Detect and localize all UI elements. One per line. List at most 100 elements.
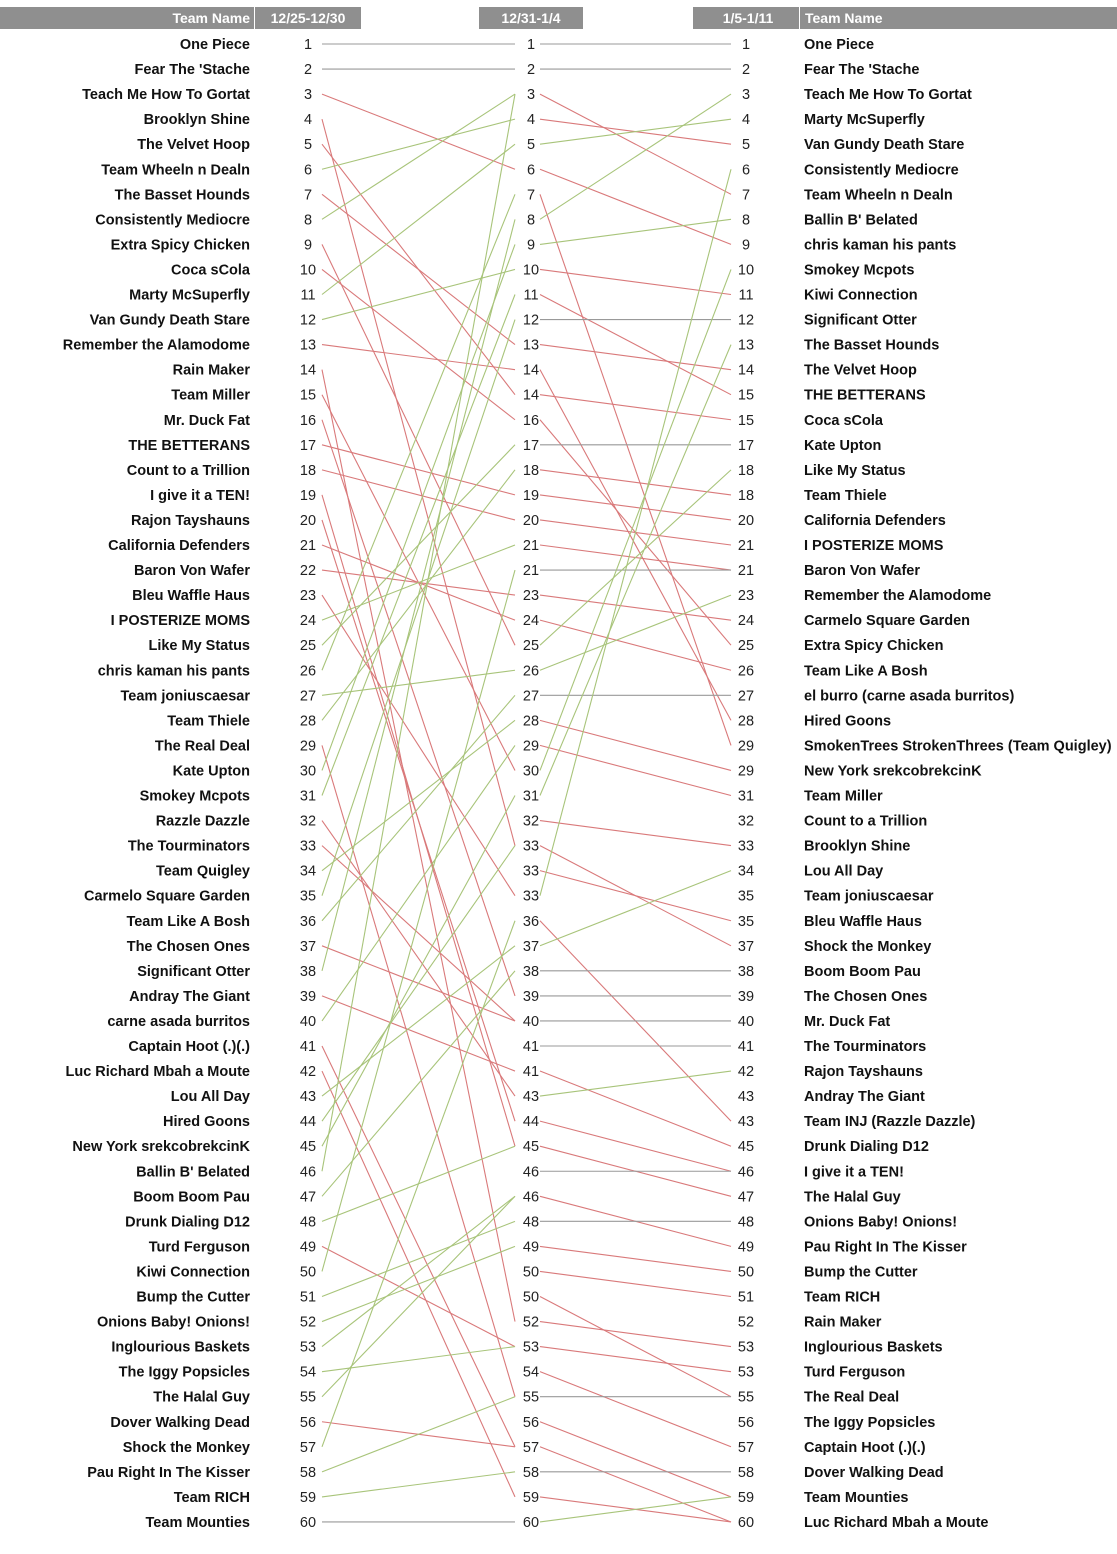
rank-label-col3: 60: [738, 1515, 754, 1531]
rank-label-col3: 43: [738, 1114, 754, 1130]
right-team-name: Shock the Monkey: [804, 939, 931, 955]
right-team-name: Luc Richard Mbah a Moute: [804, 1515, 989, 1531]
rank-label-col2: 14: [523, 363, 539, 379]
right-team-name: Coca sCola: [804, 413, 884, 429]
rank-label-col3: 6: [742, 162, 750, 178]
rank-label-col1: 48: [300, 1214, 316, 1230]
connector-line-2: [539, 344, 732, 371]
left-team-name: Captain Hoot (.)(.): [128, 1039, 250, 1055]
rank-label-col1: 41: [300, 1039, 316, 1055]
rank-label-col2: 4: [527, 112, 535, 128]
right-team-name: Team Like A Bosh: [804, 663, 928, 679]
rank-label-col3: 8: [742, 212, 750, 228]
right-team-name: Pau Right In The Kisser: [804, 1239, 967, 1255]
right-team-name: Turd Ferguson: [804, 1365, 905, 1381]
right-team-name: Inglourious Baskets: [804, 1340, 943, 1356]
right-team-name: Consistently Mediocre: [804, 162, 959, 178]
rank-label-col1: 50: [300, 1264, 316, 1280]
left-team-name: Turd Ferguson: [149, 1239, 250, 1255]
right-team-name: Lou All Day: [804, 864, 883, 880]
right-team-name: I POSTERIZE MOMS: [804, 538, 944, 554]
rank-label-col2: 59: [523, 1490, 539, 1506]
rank-label-col3: 48: [738, 1214, 754, 1230]
connector-line-1: [321, 1195, 516, 1398]
rank-label-col2: 55: [523, 1390, 539, 1406]
rank-label-col3: 26: [738, 663, 754, 679]
header-col2: 12/31-1/4: [501, 10, 560, 26]
rank-label-col3: 41: [738, 1039, 754, 1055]
left-team-name: Pau Right In The Kisser: [87, 1465, 250, 1481]
rank-label-col3: 56: [738, 1415, 754, 1431]
rank-label-col3: 12: [738, 313, 754, 329]
connector-line-1: [321, 94, 516, 1172]
rank-label-col3: 5: [742, 137, 750, 153]
right-team-name: California Defenders: [804, 513, 946, 529]
connector-line-1: [321, 294, 516, 796]
connector-line-1: [321, 820, 516, 1097]
right-team-name: Carmelo Square Garden: [804, 613, 970, 629]
right-team-name: Fear The 'Stache: [804, 62, 919, 78]
rank-label-col1: 7: [304, 187, 312, 203]
header-row: Team Name 12/25-12/30 12/31-1/4 1/5-1/11…: [0, 7, 1117, 29]
connector-line-1: [321, 544, 516, 621]
rank-label-col2: 31: [523, 789, 539, 805]
rank-label-col1: 29: [300, 738, 316, 754]
left-team-name: I give it a TEN!: [150, 488, 250, 504]
left-team-name: Team Wheeln n Dealn: [101, 162, 250, 178]
left-team-name: The Halal Guy: [153, 1390, 250, 1406]
connector-line-1: [321, 594, 516, 896]
rank-label-col2: 29: [523, 738, 539, 754]
rank-label-col3: 27: [738, 688, 754, 704]
connector-line-1: [321, 694, 516, 922]
left-team-name: Shock the Monkey: [123, 1440, 250, 1456]
left-team-name: Drunk Dialing D12: [125, 1214, 250, 1230]
rank-label-col2: 57: [523, 1440, 539, 1456]
connector-line-2: [539, 118, 732, 145]
rank-label-col1: 32: [300, 814, 316, 830]
rank-label-col1: 40: [300, 1014, 316, 1030]
rank-label-col2: 21: [523, 563, 539, 579]
connector-line-2: [539, 594, 732, 671]
left-team-name: Onions Baby! Onions!: [97, 1315, 250, 1331]
left-team-name: The Velvet Hoop: [137, 137, 250, 153]
left-team-name: Andray The Giant: [129, 989, 250, 1005]
left-team-name: Bump the Cutter: [136, 1290, 250, 1306]
rank-label-col2: 36: [523, 914, 539, 930]
rank-label-col2: 30: [523, 763, 539, 779]
rank-label-col1: 1: [304, 37, 312, 53]
rank-label-col1: 5: [304, 137, 312, 153]
right-team-name: Like My Status: [804, 463, 906, 479]
connector-line-2: [539, 218, 732, 245]
rank-label-col2: 21: [523, 538, 539, 554]
connector-line-2: [539, 294, 732, 396]
right-team-name: Kate Upton: [804, 438, 881, 454]
right-team-name: Rajon Tayshauns: [804, 1064, 923, 1080]
right-team-name: Marty McSuperfly: [804, 112, 925, 128]
rank-label-col3: 37: [738, 939, 754, 955]
rank-label-col2: 3: [527, 87, 535, 103]
right-team-name: Andray The Giant: [804, 1089, 925, 1105]
left-team-name: The Chosen Ones: [127, 939, 250, 955]
left-team-name: Team RICH: [174, 1490, 250, 1506]
rank-label-col1: 54: [300, 1365, 316, 1381]
rank-label-col3: 52: [738, 1315, 754, 1331]
connector-line-1: [321, 444, 516, 496]
rank-label-col2: 25: [523, 638, 539, 654]
rank-label-col3: 24: [738, 613, 754, 629]
rank-label-col2: 20: [523, 513, 539, 529]
rank-label-col1: 37: [300, 939, 316, 955]
rank-label-col1: 4: [304, 112, 312, 128]
left-team-name: New York srekcobrekcinK: [72, 1139, 250, 1155]
connector-line-2: [539, 1346, 732, 1373]
left-team-name: Ballin B' Belated: [136, 1164, 250, 1180]
rank-label-col3: 57: [738, 1440, 754, 1456]
rank-label-col1: 26: [300, 663, 316, 679]
rank-label-col1: 36: [300, 914, 316, 930]
rank-label-col3: 40: [738, 1014, 754, 1030]
rank-label-col2: 39: [523, 989, 539, 1005]
left-team-name: Kate Upton: [173, 763, 250, 779]
right-team-name: Drunk Dialing D12: [804, 1139, 929, 1155]
rank-label-col2: 14: [523, 388, 539, 404]
rank-label-col2: 27: [523, 688, 539, 704]
connector-line-2: [539, 1446, 732, 1523]
